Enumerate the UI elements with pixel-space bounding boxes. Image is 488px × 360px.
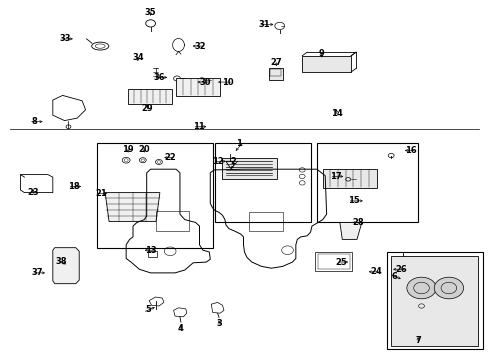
- Text: 4: 4: [178, 324, 183, 333]
- Text: 10: 10: [221, 77, 233, 86]
- Bar: [222, 158, 277, 179]
- Text: 5: 5: [145, 305, 151, 314]
- Text: 22: 22: [164, 153, 176, 162]
- Text: 34: 34: [132, 53, 143, 62]
- Text: 7: 7: [414, 336, 420, 345]
- Polygon shape: [105, 193, 160, 221]
- Text: 13: 13: [144, 246, 156, 255]
- Bar: [268, 68, 282, 80]
- Text: 35: 35: [144, 8, 156, 17]
- Text: 14: 14: [330, 109, 342, 118]
- Text: 12: 12: [212, 157, 224, 166]
- Text: 2: 2: [230, 157, 236, 166]
- Text: 21: 21: [95, 189, 107, 198]
- Text: 28: 28: [352, 218, 364, 227]
- Text: 33: 33: [59, 34, 71, 43]
- Text: 23: 23: [27, 189, 39, 197]
- Bar: [317, 254, 349, 269]
- Text: 20: 20: [138, 144, 150, 153]
- Text: 36: 36: [153, 73, 165, 82]
- Text: 38: 38: [55, 257, 67, 266]
- Text: 19: 19: [122, 144, 134, 153]
- Text: 29: 29: [142, 104, 153, 113]
- Bar: [128, 89, 172, 104]
- Bar: [302, 56, 350, 72]
- Polygon shape: [339, 222, 361, 239]
- Text: 31: 31: [258, 20, 269, 29]
- Text: 25: 25: [335, 258, 346, 266]
- Text: 15: 15: [347, 197, 359, 205]
- Bar: [97, 143, 212, 248]
- Bar: [270, 69, 281, 76]
- Text: 17: 17: [329, 172, 341, 181]
- Polygon shape: [53, 248, 79, 284]
- Text: 8: 8: [32, 117, 38, 126]
- Bar: [249, 212, 282, 231]
- Text: 1: 1: [235, 139, 241, 148]
- Bar: [322, 169, 376, 188]
- Circle shape: [433, 277, 463, 299]
- Bar: [147, 251, 157, 257]
- Text: 6: 6: [391, 272, 397, 281]
- Bar: [155, 211, 188, 231]
- Text: 24: 24: [370, 267, 382, 276]
- Text: 32: 32: [194, 41, 206, 50]
- Text: 16: 16: [404, 146, 416, 155]
- Bar: [386, 252, 482, 349]
- Text: 3: 3: [216, 320, 222, 328]
- Bar: [215, 143, 310, 222]
- Bar: [315, 252, 351, 271]
- Text: 9: 9: [318, 49, 324, 58]
- Bar: [316, 143, 417, 222]
- Text: 27: 27: [270, 58, 282, 67]
- Circle shape: [406, 277, 435, 299]
- Text: 18: 18: [67, 182, 79, 191]
- Bar: [390, 256, 477, 346]
- Text: 26: 26: [394, 265, 406, 274]
- Text: 11: 11: [192, 122, 204, 131]
- Text: 37: 37: [31, 269, 43, 277]
- Text: 30: 30: [199, 77, 211, 86]
- Bar: [176, 78, 220, 96]
